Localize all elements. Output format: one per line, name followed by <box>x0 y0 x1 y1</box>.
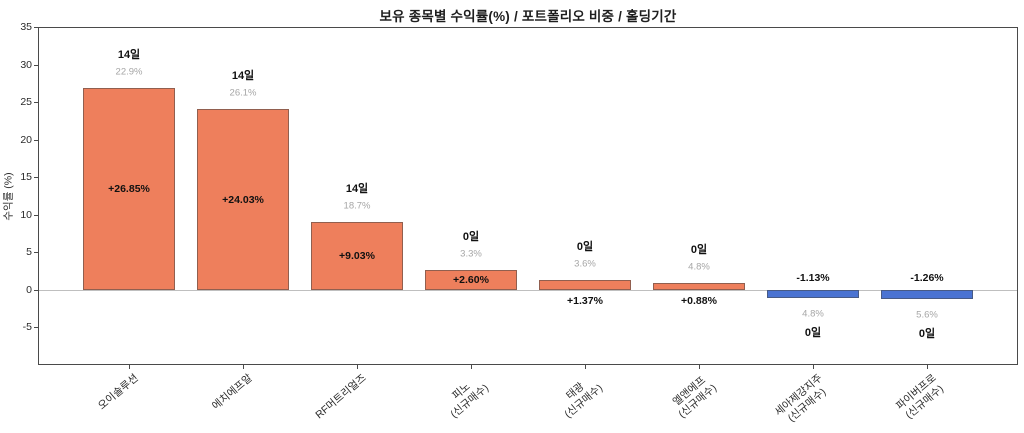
return-bar-positive <box>539 279 631 290</box>
x-category-label: 파이버프로 (신규매수) <box>894 372 948 423</box>
holding-days-label: 14일 <box>117 49 141 62</box>
y-tick-mark <box>34 252 38 254</box>
y-tick-label: 5 <box>26 246 32 259</box>
portfolio-weight-label: 5.6% <box>916 309 938 321</box>
zero-gridline <box>39 289 1017 291</box>
return-bar-positive <box>83 88 175 290</box>
y-tick-mark <box>34 214 38 216</box>
x-tick-mark <box>129 365 130 369</box>
return-bar-positive <box>197 109 289 290</box>
bar-value-label: +24.03% <box>222 193 264 206</box>
y-tick-mark <box>34 289 38 291</box>
y-tick-mark <box>34 64 38 66</box>
y-tick-label: 35 <box>20 21 32 33</box>
bar-value-label: +26.85% <box>108 183 150 196</box>
y-tick-mark <box>34 102 38 104</box>
portfolio-weight-label: 3.3% <box>460 248 482 260</box>
x-category-label: 엘앤에프 (신규매수) <box>668 372 720 421</box>
portfolio-weight-label: 3.6% <box>574 258 596 270</box>
plot-area <box>38 27 1018 365</box>
return-bar-positive <box>653 283 745 290</box>
x-tick-mark <box>243 365 244 369</box>
bar-value-label: -1.13% <box>796 271 830 284</box>
bar-value-label: +1.37% <box>567 294 603 307</box>
stock-name: 에치에프알 <box>209 372 255 413</box>
portfolio-weight-label: 18.7% <box>343 200 371 212</box>
y-tick-label: 15 <box>20 171 32 184</box>
return-bar-positive <box>311 222 403 290</box>
y-tick-label: 10 <box>20 208 32 221</box>
x-tick-mark <box>471 365 472 369</box>
return-bar-positive <box>425 270 517 290</box>
bar-value-label: -1.26% <box>910 271 944 284</box>
bar-value-label: +0.88% <box>681 294 717 307</box>
y-tick-mark <box>34 27 38 28</box>
y-tick-mark <box>34 139 38 141</box>
x-tick-mark <box>585 365 586 369</box>
return-bar-negative <box>767 289 859 299</box>
holding-days-label: 0일 <box>804 327 822 340</box>
y-tick-label: 0 <box>26 283 32 296</box>
y-tick-mark <box>34 177 38 179</box>
x-tick-mark <box>357 365 358 369</box>
portfolio-weight-label: 26.1% <box>229 87 257 99</box>
return-bar-negative <box>881 289 973 300</box>
y-tick-label: 30 <box>20 58 32 71</box>
portfolio-weight-label: 22.9% <box>115 66 143 78</box>
x-category-label: 태광 (신규매수) <box>554 372 606 421</box>
portfolio-weight-label: 4.8% <box>688 261 710 273</box>
holding-days-label: 0일 <box>690 244 708 257</box>
holding-days-label: 0일 <box>918 328 936 341</box>
holding-days-label: 14일 <box>231 70 255 83</box>
stock-name: 오이솔루션 <box>95 372 141 413</box>
x-category-label: 피노 (신규매수) <box>440 372 492 421</box>
x-category-label: 오이솔루션 <box>96 372 141 413</box>
x-tick-mark <box>699 365 700 369</box>
x-tick-mark <box>813 365 814 369</box>
y-tick-label: 25 <box>20 96 32 109</box>
bar-value-label: +9.03% <box>339 249 375 262</box>
x-category-label: 에치에프알 <box>210 372 255 413</box>
holding-days-label: 0일 <box>462 231 480 244</box>
stock-name: RF머트리얼즈 <box>313 372 369 422</box>
x-tick-mark <box>927 365 928 369</box>
y-tick-label: 20 <box>20 133 32 146</box>
x-category-label: RF머트리얼즈 <box>313 372 369 422</box>
portfolio-weight-label: 4.8% <box>802 308 824 320</box>
bar-value-label: +2.60% <box>453 274 489 287</box>
holding-days-label: 14일 <box>345 183 369 196</box>
x-category-label: 세아제강지주 (신규매수) <box>773 372 834 429</box>
chart-title: 보유 종목별 수익률(%) / 포트폴리오 비중 / 홀딩기간 <box>379 9 677 24</box>
holding-days-label: 0일 <box>576 240 594 253</box>
y-tick-mark <box>34 327 38 329</box>
y-tick-label: -5 <box>22 321 32 334</box>
